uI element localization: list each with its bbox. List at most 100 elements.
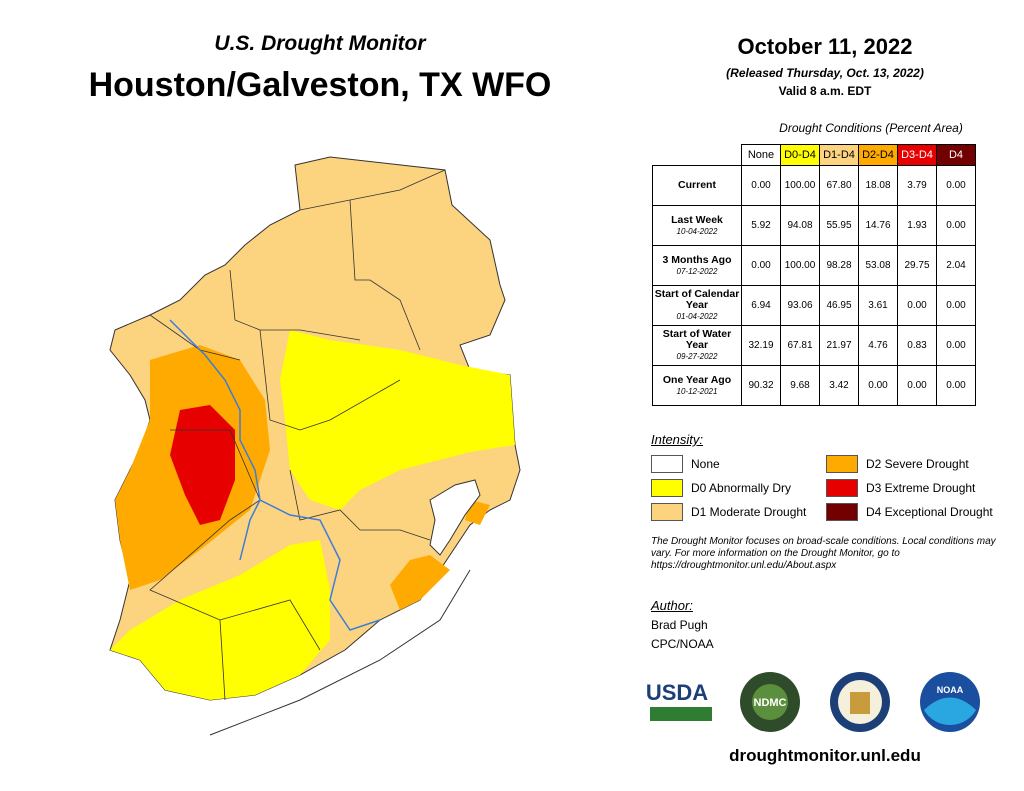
value-cell: 2.04 [936, 245, 976, 286]
legend-swatch [826, 455, 858, 473]
table-row: Current 0.00 100.00 67.80 18.08 3.79 0.00 [652, 165, 976, 206]
table-row: One Year Ago 10-12-2021 90.32 9.68 3.42 0.00 0… [652, 365, 976, 406]
column-header: None [741, 144, 781, 166]
noaa-logo: NOAA [937, 685, 964, 695]
column-header: D1-D4 [819, 144, 859, 166]
value-cell: 29.75 [897, 245, 937, 286]
ndmc-logo: NDMC [754, 697, 787, 709]
row-date: 07-12-2022 [676, 266, 718, 276]
legend-swatch [651, 455, 683, 473]
value-cell: 0.83 [897, 325, 937, 366]
column-header: D3-D4 [897, 144, 937, 166]
value-cell: 100.00 [780, 245, 820, 286]
row-name: Start of Calendar Year [654, 288, 740, 311]
value-cell: 0.00 [858, 365, 898, 406]
value-cell: 0.00 [741, 165, 781, 206]
value-cell: 0.00 [936, 365, 976, 406]
row-date: 10-12-2021 [676, 386, 718, 396]
legend-title: Intensity: [651, 432, 704, 447]
value-cell: 0.00 [936, 285, 976, 326]
legend-item: D2 Severe Drought [826, 455, 969, 473]
row-label: Start of Calendar Year 01-04-2022 [652, 285, 742, 326]
title: Houston/Galveston, TX WFO [88, 66, 552, 104]
legend-item: D4 Exceptional Drought [826, 503, 993, 521]
map [109, 156, 521, 736]
author-heading: Author: [651, 598, 693, 613]
table-row: 3 Months Ago 07-12-2022 0.00 100.00 98.28 53.… [652, 245, 976, 286]
row-label: 3 Months Ago 07-12-2022 [652, 245, 742, 286]
row-date: 09-27-2022 [676, 352, 718, 361]
legend-item: D1 Moderate Drought [651, 503, 806, 521]
legend-label: D1 Moderate Drought [691, 505, 807, 519]
value-cell: 3.42 [819, 365, 859, 406]
value-cell: 18.08 [858, 165, 898, 206]
conditions-table: None D0-D4 D1-D4 D2-D4 D3-D4 D4 Current 0.00 100… [652, 144, 976, 406]
row-name: Last Week [671, 213, 723, 226]
value-cell: 93.06 [780, 285, 820, 326]
legend-label: D4 Exceptional Drought [866, 505, 993, 519]
subtitle: U.S. Drought Monitor [214, 32, 426, 55]
value-cell: 98.28 [819, 245, 859, 286]
row-name: 3 Months Ago [662, 253, 732, 266]
row-name: Current [678, 179, 716, 191]
column-header: D2-D4 [858, 144, 898, 166]
legend-item: D3 Extreme Drought [826, 479, 975, 497]
legend-label: D0 Abnormally Dry [691, 481, 792, 495]
row-date: 01-04-2022 [676, 312, 718, 321]
table-row: Last Week 10-04-2022 5.92 94.08 55.95 14.76 1.… [652, 205, 976, 246]
value-cell: 4.76 [858, 325, 898, 366]
legend-swatch [826, 479, 858, 497]
value-cell: 0.00 [936, 165, 976, 206]
value-cell: 6.94 [741, 285, 781, 326]
usda-logo: USDA [646, 680, 708, 705]
footer-url: droughtmonitor.unl.edu [729, 746, 921, 765]
value-cell: 90.32 [741, 365, 781, 406]
legend-swatch [651, 479, 683, 497]
row-label: Start of Water Year 09-27-2022 [652, 325, 742, 366]
value-cell: 3.61 [858, 285, 898, 326]
legend-label: D3 Extreme Drought [866, 481, 976, 495]
table-caption: Drought Conditions (Percent Area) [779, 121, 963, 135]
legend-swatch [826, 503, 858, 521]
row-name: One Year Ago [662, 373, 732, 386]
row-label: One Year Ago 10-12-2021 [652, 365, 742, 406]
logos: USDA NDMC NOAA [646, 672, 980, 732]
row-date: 10-04-2022 [676, 226, 718, 236]
value-cell: 46.95 [819, 285, 859, 326]
header-row: None D0-D4 D1-D4 D2-D4 D3-D4 D4 [653, 144, 976, 166]
value-cell: 53.08 [858, 245, 898, 286]
legend-label: D2 Severe Drought [866, 457, 969, 471]
value-cell: 67.80 [819, 165, 859, 206]
valid: Valid 8 a.m. EDT [778, 84, 872, 98]
value-cell: 94.08 [780, 205, 820, 246]
value-cell: 0.00 [741, 245, 781, 286]
column-header: D4 [936, 144, 976, 166]
value-cell: 14.76 [858, 205, 898, 246]
legend-item: D0 Abnormally Dry [651, 479, 791, 497]
value-cell: 67.81 [780, 325, 820, 366]
legend-swatch [651, 503, 683, 521]
date: October 11, 2022 [737, 34, 913, 59]
legend-item: None [651, 455, 720, 473]
value-cell: 0.00 [936, 205, 976, 246]
row-label: Last Week 10-04-2022 [652, 205, 742, 246]
column-header: D0-D4 [780, 144, 820, 166]
value-cell: 5.92 [741, 205, 781, 246]
legend-label: None [691, 457, 720, 471]
value-cell: 0.00 [897, 365, 937, 406]
table-row: Start of Water Year 09-27-2022 32.19 67.81 2… [652, 325, 976, 366]
row-name: Start of Water Year [662, 328, 732, 351]
value-cell: 21.97 [819, 325, 859, 366]
author-org: CPC/NOAA [651, 637, 714, 651]
value-cell: 0.00 [936, 325, 976, 366]
value-cell: 3.79 [897, 165, 937, 206]
released: (Released Thursday, Oct. 13, 2022) [726, 66, 924, 80]
blank-cell [653, 145, 742, 166]
value-cell: 0.00 [897, 285, 937, 326]
value-cell: 1.93 [897, 205, 937, 246]
author-name: Brad Pugh [651, 618, 708, 632]
row-label: Current [652, 165, 742, 206]
value-cell: 55.95 [819, 205, 859, 246]
value-cell: 32.19 [741, 325, 781, 366]
value-cell: 9.68 [780, 365, 820, 406]
